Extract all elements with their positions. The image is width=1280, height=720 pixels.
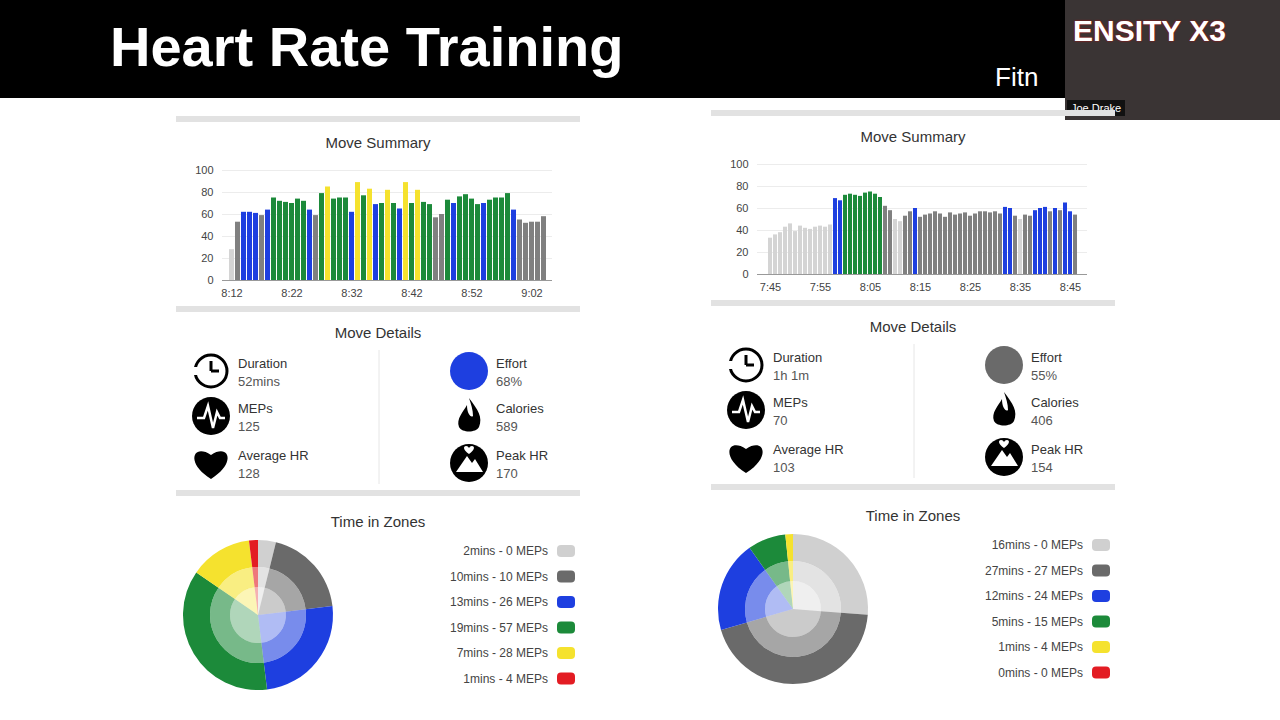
svg-text:8:35: 8:35 bbox=[1010, 281, 1031, 293]
svg-text:16mins - 0 MEPs: 16mins - 0 MEPs bbox=[992, 538, 1083, 552]
html-text:ENSITY X3: ENSITY X3 bbox=[1073, 14, 1226, 47]
svg-text:Duration: Duration bbox=[238, 356, 287, 371]
svg-text:60: 60 bbox=[736, 202, 748, 214]
svg-text:40: 40 bbox=[201, 230, 213, 242]
svg-text:Calories: Calories bbox=[1031, 395, 1079, 410]
svg-text:8:12: 8:12 bbox=[221, 287, 242, 299]
svg-text:0: 0 bbox=[742, 268, 748, 280]
svg-text:100: 100 bbox=[730, 158, 748, 170]
svg-text:5mins - 15 MEPs: 5mins - 15 MEPs bbox=[992, 615, 1083, 629]
svg-text:9:02: 9:02 bbox=[521, 287, 542, 299]
svg-text:170: 170 bbox=[496, 466, 518, 481]
svg-text:0mins - 0 MEPs: 0mins - 0 MEPs bbox=[998, 666, 1083, 680]
svg-text:1mins - 4 MEPs: 1mins - 4 MEPs bbox=[463, 672, 548, 686]
svg-text:Move Details: Move Details bbox=[335, 324, 422, 341]
svg-text:55%: 55% bbox=[1031, 368, 1057, 383]
svg-text:80: 80 bbox=[736, 180, 748, 192]
svg-text:Move Details: Move Details bbox=[870, 318, 957, 335]
svg-text:13mins - 26 MEPs: 13mins - 26 MEPs bbox=[450, 595, 548, 609]
svg-text:8:15: 8:15 bbox=[910, 281, 931, 293]
svg-text:125: 125 bbox=[238, 419, 260, 434]
svg-text:2mins - 0 MEPs: 2mins - 0 MEPs bbox=[463, 544, 548, 558]
svg-text:103: 103 bbox=[773, 460, 795, 475]
svg-text:20: 20 bbox=[201, 252, 213, 264]
svg-text:Time in Zones: Time in Zones bbox=[866, 507, 960, 524]
svg-text:68%: 68% bbox=[496, 374, 522, 389]
svg-text:Peak HR: Peak HR bbox=[1031, 442, 1083, 457]
svg-text:100: 100 bbox=[195, 164, 213, 176]
svg-text:128: 128 bbox=[238, 466, 260, 481]
html-text:Fitn: Fitn bbox=[995, 62, 1039, 92]
svg-text:Peak HR: Peak HR bbox=[496, 448, 548, 463]
svg-text:Effort: Effort bbox=[496, 356, 527, 371]
svg-text:8:45: 8:45 bbox=[1060, 281, 1081, 293]
svg-text:20: 20 bbox=[736, 246, 748, 258]
svg-text:1h 1m: 1h 1m bbox=[773, 368, 809, 383]
svg-text:MEPs: MEPs bbox=[773, 395, 808, 410]
svg-text:8:05: 8:05 bbox=[860, 281, 881, 293]
svg-text:27mins - 27 MEPs: 27mins - 27 MEPs bbox=[985, 564, 1083, 578]
svg-text:Average HR: Average HR bbox=[238, 448, 309, 463]
svg-text:19mins - 57 MEPs: 19mins - 57 MEPs bbox=[450, 621, 548, 635]
svg-text:60: 60 bbox=[201, 208, 213, 220]
svg-text:40: 40 bbox=[736, 224, 748, 236]
svg-text:7:55: 7:55 bbox=[810, 281, 831, 293]
svg-text:7mins - 28 MEPs: 7mins - 28 MEPs bbox=[457, 646, 548, 660]
svg-text:1mins - 4 MEPs: 1mins - 4 MEPs bbox=[998, 640, 1083, 654]
svg-text:8:42: 8:42 bbox=[401, 287, 422, 299]
svg-text:Duration: Duration bbox=[773, 350, 822, 365]
svg-text:Calories: Calories bbox=[496, 401, 544, 416]
svg-text:12mins - 24 MEPs: 12mins - 24 MEPs bbox=[985, 589, 1083, 603]
svg-text:80: 80 bbox=[201, 186, 213, 198]
svg-text:8:25: 8:25 bbox=[960, 281, 981, 293]
html-text:Joe Drake: Joe Drake bbox=[1071, 102, 1122, 114]
svg-text:589: 589 bbox=[496, 419, 518, 434]
svg-text:10mins - 10 MEPs: 10mins - 10 MEPs bbox=[450, 570, 548, 584]
svg-text:Average HR: Average HR bbox=[773, 442, 844, 457]
svg-text:Move Summary: Move Summary bbox=[325, 134, 431, 151]
svg-text:Time in Zones: Time in Zones bbox=[331, 513, 425, 530]
svg-text:8:52: 8:52 bbox=[461, 287, 482, 299]
svg-text:52mins: 52mins bbox=[238, 374, 280, 389]
svg-text:7:45: 7:45 bbox=[760, 281, 781, 293]
svg-text:MEPs: MEPs bbox=[238, 401, 273, 416]
svg-text:406: 406 bbox=[1031, 413, 1053, 428]
svg-text:70: 70 bbox=[773, 413, 787, 428]
html-text:Heart Rate Training: Heart Rate Training bbox=[110, 15, 624, 78]
svg-text:Effort: Effort bbox=[1031, 350, 1062, 365]
svg-text:0: 0 bbox=[207, 274, 213, 286]
svg-text:Move Summary: Move Summary bbox=[860, 128, 966, 145]
svg-text:8:22: 8:22 bbox=[281, 287, 302, 299]
svg-text:154: 154 bbox=[1031, 460, 1053, 475]
svg-text:8:32: 8:32 bbox=[341, 287, 362, 299]
